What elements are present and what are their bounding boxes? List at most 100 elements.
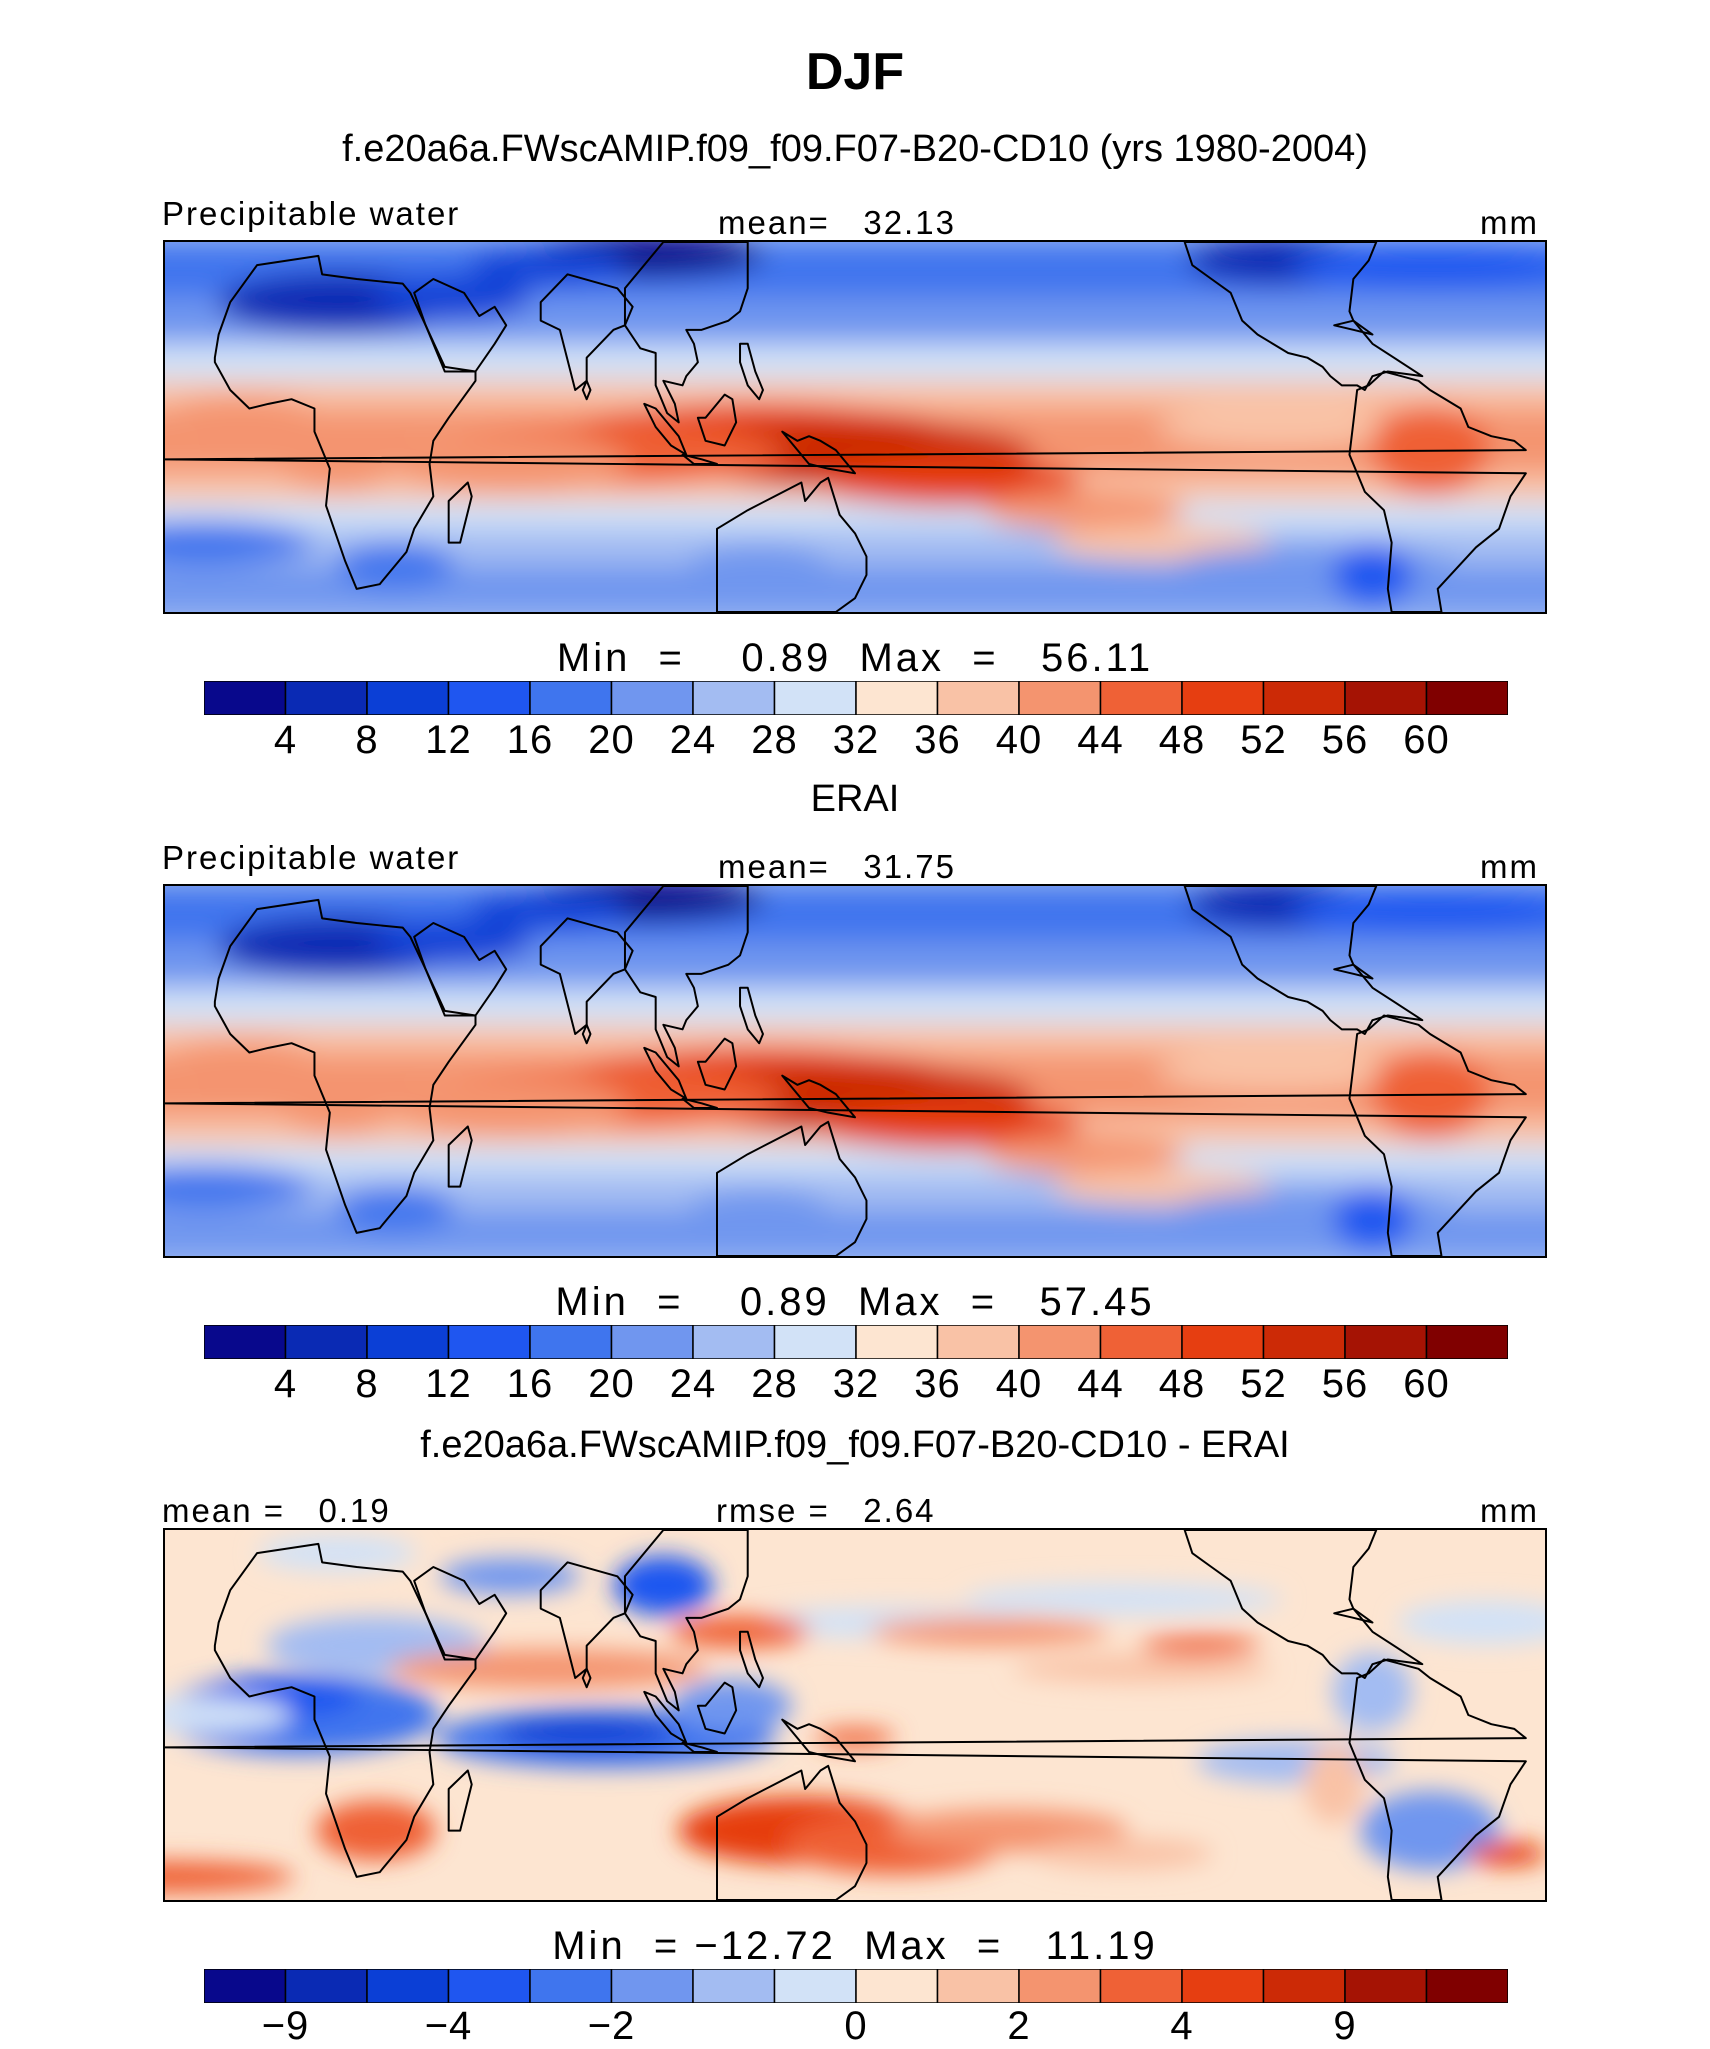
colorbar-box: [773, 1969, 857, 2003]
colorbar-tick-label: 32: [832, 1362, 880, 1406]
colorbar-tick-label: 44: [1077, 718, 1124, 762]
colorbar-tick-label: 16: [506, 718, 554, 762]
colorbar-box: [773, 1325, 857, 1359]
colorbar-box: [1099, 681, 1183, 715]
panel-2-colorbar: [204, 1325, 1508, 1359]
colorbar-box: [529, 1969, 613, 2003]
colorbar-box: [610, 1325, 694, 1359]
panel-2-title: ERAI: [810, 778, 900, 820]
colorbar-tick-label: 60: [1403, 718, 1450, 762]
colorbar-tick-label: 24: [669, 718, 717, 762]
colorbar-tick-label: −9: [261, 2004, 310, 2048]
colorbar-tick-label: 36: [914, 1362, 961, 1406]
colorbar-box: [1425, 1325, 1508, 1359]
colorbar-tick-label: 60: [1403, 1362, 1450, 1406]
colorbar-box: [1344, 681, 1428, 715]
colorbar-tick-label: 20: [588, 1362, 635, 1406]
colorbar-tick-label: 28: [751, 1362, 798, 1406]
colorbar-box: [936, 1325, 1020, 1359]
panel-2-units: mm: [1480, 848, 1539, 885]
panel-2-min-max: Min = 0.89 Max = 57.45: [555, 1280, 1155, 1324]
colorbar-tick-label: 8: [355, 1362, 379, 1406]
colorbar-box: [692, 1325, 776, 1359]
colorbar-tick-label: 56: [1321, 718, 1369, 762]
coastlines: [165, 1530, 1527, 1900]
colorbar-tick-label: 12: [425, 718, 472, 762]
panel-1-mean: mean= 32.13: [718, 204, 956, 241]
colorbar-box: [773, 681, 857, 715]
colorbar-box: [855, 1969, 939, 2003]
colorbar-box: [1262, 1325, 1346, 1359]
colorbar-box: [447, 1969, 531, 2003]
colorbar-box: [610, 681, 694, 715]
colorbar-box: [204, 1969, 287, 2003]
panel-2-map: [163, 884, 1547, 1258]
panel-3-rmse: rmse = 2.64: [716, 1492, 936, 1529]
colorbar-box: [447, 681, 531, 715]
colorbar-tick-label: 36: [914, 718, 961, 762]
colorbar-box: [692, 681, 776, 715]
colorbar-box: [1018, 681, 1102, 715]
colorbar-box: [204, 681, 287, 715]
colorbar-box: [1181, 681, 1265, 715]
panel-1-colorbar: [204, 681, 1508, 715]
colorbar-box: [1344, 1969, 1428, 2003]
colorbar-tick-label: 24: [669, 1362, 717, 1406]
colorbar-tick-label: 4: [273, 1362, 298, 1406]
panel-1-variable-label: Precipitable water: [162, 195, 461, 232]
panel-3-title: f.e20a6a.FWscAMIP.f09_f09.F07-B20-CD10 -…: [420, 1424, 1290, 1466]
colorbar-box: [529, 1325, 613, 1359]
colorbar-box: [936, 1969, 1020, 2003]
colorbar-tick-label: 40: [995, 1362, 1043, 1406]
colorbar-box: [447, 1325, 531, 1359]
colorbar-tick-label: 0: [844, 2004, 868, 2048]
colorbar-box: [366, 1325, 450, 1359]
colorbar-box: [1262, 1969, 1346, 2003]
colorbar-box: [366, 1969, 450, 2003]
colorbar-box: [1425, 681, 1508, 715]
colorbar-box: [1181, 1325, 1265, 1359]
panel-3-units: mm: [1480, 1492, 1539, 1529]
figure-title: DJF: [805, 43, 905, 101]
colorbar-tick-label: 4: [273, 718, 298, 762]
panel-3-mean: mean = 0.19: [162, 1492, 391, 1529]
panel-1-colorbar-ticks: 4 8 12 16 20 24 28 32 36 40 44 48 52 56 60: [204, 718, 1508, 762]
panel-3-colorbar-ticks: −9 −4 −2 0 2 4 9: [204, 2004, 1508, 2048]
colorbar-tick-label: 40: [995, 718, 1043, 762]
coastlines: [165, 242, 1527, 612]
colorbar-box: [366, 681, 450, 715]
panel-2-mean: mean= 31.75: [718, 848, 956, 885]
colorbar-tick-label: 16: [506, 1362, 554, 1406]
colorbar-tick-label: 12: [425, 1362, 472, 1406]
colorbar-tick-label: −2: [587, 2004, 636, 2048]
panel-1-min-max: Min = 0.89 Max = 56.11: [556, 636, 1154, 680]
colorbar-tick-label: 9: [1333, 2004, 1357, 2048]
colorbar-tick-label: 8: [355, 718, 379, 762]
panel-3-map: [163, 1528, 1547, 1902]
colorbar-tick-label: 48: [1158, 1362, 1206, 1406]
colorbar-tick-label: 32: [832, 718, 880, 762]
colorbar-box: [1262, 681, 1346, 715]
colorbar-box: [529, 681, 613, 715]
colorbar-box: [1018, 1325, 1102, 1359]
panel-1-title: f.e20a6a.FWscAMIP.f09_f09.F07-B20-CD10 (…: [342, 128, 1368, 170]
panel-3-min-max: Min = −12.72 Max = 11.19: [552, 1924, 1158, 1968]
colorbar-box: [1181, 1969, 1265, 2003]
colorbar-tick-label: 2: [1007, 2004, 1031, 2048]
colorbar-box: [610, 1969, 694, 2003]
coastlines: [165, 886, 1527, 1256]
colorbar-box: [855, 1325, 939, 1359]
colorbar-tick-label: 20: [588, 718, 635, 762]
colorbar-tick-label: 56: [1321, 1362, 1369, 1406]
colorbar-tick-label: 28: [751, 718, 798, 762]
colorbar-box: [692, 1969, 776, 2003]
colorbar-box: [284, 681, 368, 715]
colorbar-tick-label: 52: [1240, 718, 1287, 762]
panel-3-colorbar: [204, 1969, 1508, 2003]
colorbar-box: [284, 1969, 368, 2003]
colorbar-tick-label: −4: [424, 2004, 473, 2048]
colorbar-box: [1425, 1969, 1508, 2003]
colorbar-tick-label: 4: [1170, 2004, 1194, 2048]
panel-2-colorbar-ticks: 4 8 12 16 20 24 28 32 36 40 44 48 52 56 60: [204, 1362, 1508, 1406]
colorbar-tick-label: 44: [1077, 1362, 1124, 1406]
